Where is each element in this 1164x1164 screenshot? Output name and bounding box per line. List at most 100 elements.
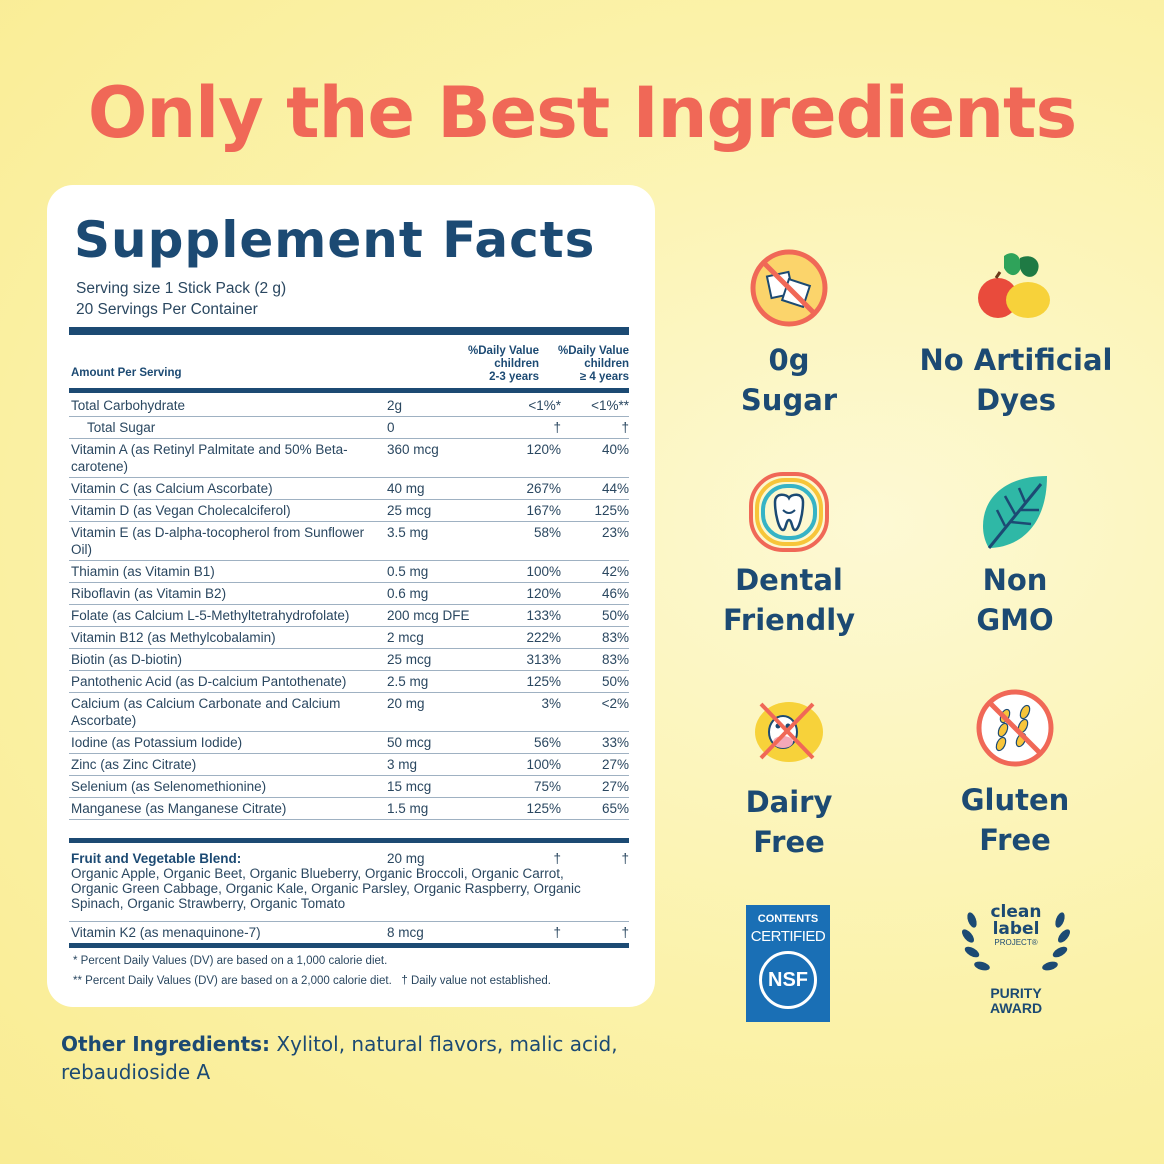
dv-children-2-3: 167% bbox=[526, 503, 561, 518]
footnote-2: ** Percent Daily Values (DV) are based o… bbox=[73, 975, 551, 987]
k2-amount: 8 mcg bbox=[387, 925, 424, 940]
nutrient-amount: 25 mcg bbox=[387, 652, 432, 667]
header-dv1-line2: children bbox=[494, 358, 539, 370]
header-dv2-line1: %Daily Value bbox=[558, 345, 629, 357]
nutrient-amount: 3 mg bbox=[387, 757, 418, 772]
dv-children-4-plus: 83% bbox=[601, 630, 629, 645]
nutrient-amount: 3.5 mg bbox=[387, 525, 429, 540]
nutrient-name: Selenium (as Selenomethionine) bbox=[71, 779, 267, 794]
nutrient-amount: 0.5 mg bbox=[387, 564, 429, 579]
divider-medium bbox=[69, 943, 629, 948]
nutrient-name: Vitamin C (as Calcium Ascorbate) bbox=[71, 481, 273, 496]
nutrient-name: Total Carbohydrate bbox=[71, 398, 186, 413]
nutrient-name: Vitamin E (as D-alpha-tocopherol from Su… bbox=[71, 525, 365, 557]
header-dv2-line3: ≥ 4 years bbox=[579, 371, 629, 383]
dv-children-2-3: 58% bbox=[533, 525, 561, 540]
nutrient-amount: 1.5 mg bbox=[387, 801, 429, 816]
table-row: Riboflavin (as Vitamin B2) 0.6 mg 120% 46% bbox=[69, 583, 629, 605]
dv-children-4-plus: 83% bbox=[601, 652, 629, 667]
laurel-wreath-icon bbox=[962, 912, 1070, 971]
facts-title: Supplement Facts bbox=[74, 211, 596, 269]
divider-thick bbox=[69, 327, 629, 335]
nutrient-name: Calcium (as Calcium Carbonate and Calciu… bbox=[71, 696, 341, 728]
dv-children-4-plus: 27% bbox=[601, 779, 629, 794]
dv-children-2-3: 125% bbox=[526, 801, 561, 816]
badge-non-gmo: Non GMO bbox=[940, 470, 1090, 640]
serving-size: Serving size 1 Stick Pack (2 g) bbox=[76, 280, 287, 297]
badge-dental-friendly: Dental Friendly bbox=[704, 470, 874, 640]
servings-per-container: 20 Servings Per Container bbox=[76, 301, 258, 318]
clean-label-label: label bbox=[992, 919, 1040, 939]
dv-children-2-3: 267% bbox=[526, 481, 561, 496]
dv-children-4-plus: 46% bbox=[601, 586, 629, 601]
dv-children-4-plus: 50% bbox=[601, 608, 629, 623]
badge-gluten-free: Gluten Free bbox=[940, 686, 1090, 860]
clean-label-project: PROJECT® bbox=[994, 938, 1038, 947]
dv-children-4-plus: 33% bbox=[601, 735, 629, 750]
nutrient-name: Vitamin A (as Retinyl Palmitate and 50% … bbox=[71, 442, 348, 474]
dv-children-2-3: 100% bbox=[526, 564, 561, 579]
nutrient-amount: 20 mg bbox=[387, 696, 425, 711]
blend-ingredients: Organic Apple, Organic Beet, Organic Blu… bbox=[71, 866, 581, 911]
no-sugar-icon bbox=[750, 249, 828, 327]
badge-dairy-free: Dairy Free bbox=[714, 692, 864, 862]
serving-info: Serving size 1 Stick Pack (2 g) 20 Servi… bbox=[76, 278, 286, 320]
table-row: Total Carbohydrate 2g <1%* <1%** bbox=[69, 395, 629, 417]
nutrient-name: Manganese (as Manganese Citrate) bbox=[71, 801, 287, 816]
dv-children-2-3: 120% bbox=[526, 442, 561, 457]
dv-children-4-plus: 65% bbox=[601, 801, 629, 816]
table-row: Vitamin B12 (as Methylcobalamin) 2 mcg 222… bbox=[69, 627, 629, 649]
no-gluten-icon bbox=[976, 689, 1054, 767]
dv-children-2-3: 313% bbox=[526, 652, 561, 667]
gmo-label: Non GMO bbox=[976, 563, 1054, 637]
dv-children-2-3: † bbox=[553, 420, 561, 435]
nutrient-table: Total Carbohydrate 2g <1%* <1%** Total Sugar… bbox=[69, 395, 629, 820]
clean-label-seal: clean label PROJECT® PURITY AWARD bbox=[950, 900, 1082, 1016]
blend-name: Fruit and Vegetable Blend: bbox=[71, 851, 242, 866]
blend-dv2: † bbox=[621, 851, 629, 866]
dv-children-4-plus: 23% bbox=[601, 525, 629, 540]
nutrient-name: Pantothenic Acid (as D-calcium Pantothen… bbox=[71, 674, 347, 689]
nutrient-name: Iodine (as Potassium Iodide) bbox=[71, 735, 243, 750]
blend-amount: 20 mg bbox=[387, 851, 425, 866]
nutrient-amount: 0 bbox=[387, 420, 395, 435]
badge-0g-sugar: 0g Sugar bbox=[714, 248, 864, 420]
nutrient-amount: 360 mcg bbox=[387, 442, 439, 457]
header-dv2-line2: children bbox=[584, 358, 629, 370]
dv-children-4-plus: 42% bbox=[601, 564, 629, 579]
dairy-label: Dairy Free bbox=[745, 785, 833, 859]
dv-children-4-plus: <2% bbox=[601, 696, 629, 711]
fruit-icon bbox=[978, 253, 1050, 318]
badge-no-artificial-dyes: No Artificial Dyes bbox=[916, 248, 1116, 420]
table-row: Total Sugar 0 † † bbox=[69, 417, 629, 439]
table-row: Vitamin C (as Calcium Ascorbate) 40 mg 267… bbox=[69, 478, 629, 500]
footnotes: * Percent Daily Values (DV) are based on… bbox=[73, 951, 551, 991]
nutrient-name: Vitamin D (as Vegan Cholecalciferol) bbox=[71, 503, 291, 518]
tooth-icon bbox=[749, 472, 829, 552]
header-dv1-line3: 2-3 years bbox=[489, 371, 539, 383]
other-ingredients: Other Ingredients: Xylitol, natural flav… bbox=[61, 1030, 621, 1086]
dv-children-2-3: 222% bbox=[526, 630, 561, 645]
table-row: Vitamin E (as D-alpha-tocopherol from Su… bbox=[69, 522, 629, 561]
nsf-seal: NSF bbox=[759, 951, 817, 1009]
leaf-icon bbox=[983, 476, 1047, 549]
nutrient-amount: 2.5 mg bbox=[387, 674, 429, 689]
dental-label: Dental Friendly bbox=[722, 563, 856, 637]
table-row: Manganese (as Manganese Citrate) 1.5 mg 12… bbox=[69, 798, 629, 820]
dv-children-2-3: 125% bbox=[526, 674, 561, 689]
table-row: Biotin (as D-biotin) 25 mcg 313% 83% bbox=[69, 649, 629, 671]
nutrient-amount: 40 mg bbox=[387, 481, 425, 496]
table-row: Zinc (as Zinc Citrate) 3 mg 100% 27% bbox=[69, 754, 629, 776]
nsf-certified: CERTIFIED bbox=[750, 928, 826, 945]
blend-dv1: † bbox=[553, 851, 561, 866]
fruit-veg-blend: Fruit and Vegetable Blend: 20 mg † † Org… bbox=[69, 851, 629, 911]
dv-children-2-3: 120% bbox=[526, 586, 561, 601]
table-row: Vitamin A (as Retinyl Palmitate and 50% … bbox=[69, 439, 629, 478]
dv-children-4-plus: 27% bbox=[601, 757, 629, 772]
nutrient-amount: 0.6 mg bbox=[387, 586, 429, 601]
dv-children-2-3: <1%* bbox=[528, 398, 561, 413]
nutrient-amount: 50 mcg bbox=[387, 735, 432, 750]
vitamin-k2-row: Vitamin K2 (as menaquinone-7) 8 mcg † † bbox=[69, 921, 629, 944]
headline: Only the Best Ingredients bbox=[87, 72, 1077, 154]
divider-medium bbox=[69, 388, 629, 393]
